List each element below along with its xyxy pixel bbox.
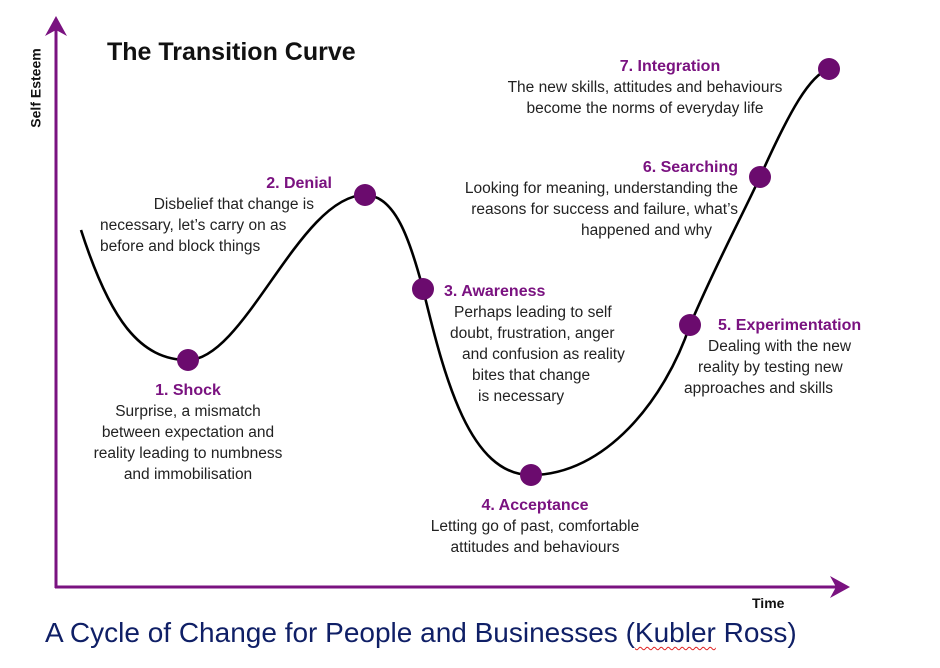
stage-heading: 4. Acceptance: [481, 497, 589, 514]
caption-spellcheck-word: Kubler: [634, 617, 716, 648]
stage-denial: 2. Denial Disbelief that change is neces…: [100, 173, 340, 257]
y-axis-arrow: [45, 16, 67, 36]
stage-text: between expectation and: [101, 424, 275, 441]
stage-shock: 1. Shock Surprise, a mismatch between ex…: [78, 380, 298, 485]
stage-dot-denial: [354, 184, 376, 206]
stage-experimentation: 5. Experimentation Dealing with the new …: [684, 315, 861, 399]
stage-text: necessary, let’s carry on as: [100, 217, 287, 234]
stage-text: Perhaps leading to self: [454, 304, 612, 321]
stage-text: doubt, frustration, anger: [450, 325, 615, 342]
caption-text: Ross): [715, 617, 797, 648]
stage-text: Looking for meaning, understanding the: [464, 180, 738, 197]
stage-heading: 5. Experimentation: [718, 317, 862, 334]
stage-text: The new skills, attitudes and behaviours: [507, 79, 783, 96]
caption-text: A Cycle of Change for People and Busines…: [45, 617, 635, 648]
stage-dot-acceptance: [520, 464, 542, 486]
caption: A Cycle of Change for People and Busines…: [45, 617, 797, 649]
x-axis-label: Time: [752, 595, 785, 611]
stage-text: reality by testing new: [698, 359, 843, 376]
stage-acceptance: 4. Acceptance Letting go of past, comfor…: [410, 495, 660, 558]
stage-text: happened and why: [580, 222, 712, 239]
stage-dot-awareness: [412, 278, 434, 300]
stage-text: Dealing with the new: [708, 338, 852, 355]
stage-text: is necessary: [478, 388, 565, 405]
x-axis-arrow: [830, 576, 850, 598]
stage-text: attitudes and behaviours: [450, 539, 620, 556]
stage-dot-searching: [749, 166, 771, 188]
stage-awareness: 3. Awareness Perhaps leading to self dou…: [444, 281, 625, 407]
stage-text: reasons for success and failure, what’s: [471, 201, 738, 218]
stage-text: reality leading to numbness: [93, 445, 283, 462]
stage-heading: 3. Awareness: [444, 283, 546, 300]
stage-heading: 2. Denial: [266, 175, 332, 192]
diagram-title: The Transition Curve: [107, 38, 356, 66]
y-axis-label: Self Esteem: [27, 48, 44, 128]
stage-dot-shock: [177, 349, 199, 371]
stage-heading: 6. Searching: [642, 159, 738, 176]
stage-heading: 7. Integration: [619, 58, 721, 75]
stage-text: before and block things: [100, 238, 261, 255]
stage-text: bites that change: [472, 367, 591, 384]
stage-text: become the norms of everyday life: [526, 100, 764, 117]
stage-text: approaches and skills: [684, 380, 834, 397]
stage-text: Surprise, a mismatch: [115, 403, 261, 420]
stage-searching: 6. Searching Looking for meaning, unders…: [420, 157, 738, 241]
stage-text: and confusion as reality: [462, 346, 625, 363]
stage-text: Disbelief that change is: [153, 196, 314, 213]
stage-integration: 7. Integration The new skills, attitudes…: [480, 56, 810, 119]
stage-text: Letting go of past, comfortable: [430, 518, 640, 535]
stage-text: and immobilisation: [123, 466, 253, 483]
stage-dot-integration: [818, 58, 840, 80]
stage-dot-experimentation: [679, 314, 701, 336]
transition-curve: [79, 67, 830, 477]
stage-heading: 1. Shock: [155, 382, 221, 399]
